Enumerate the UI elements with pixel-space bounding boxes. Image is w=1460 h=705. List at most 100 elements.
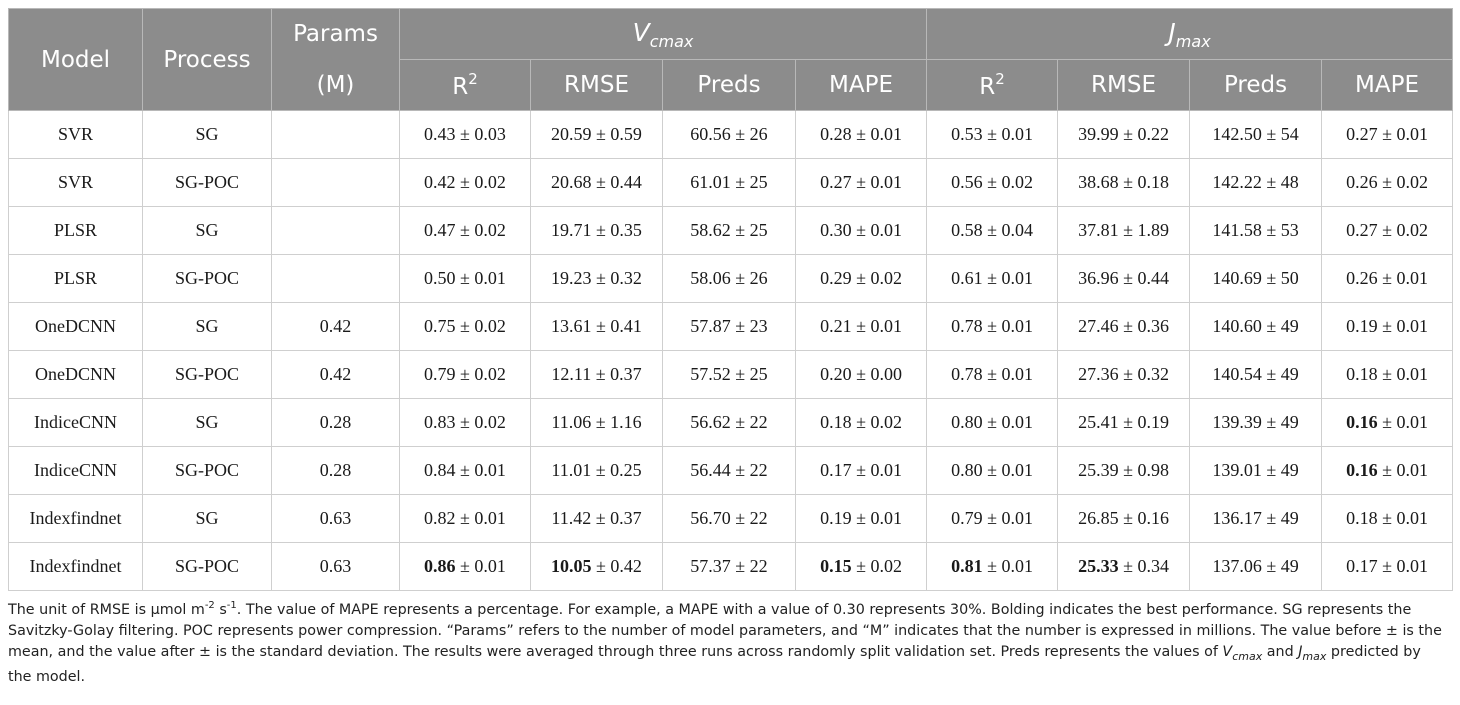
best-value: 0.15 [820,556,852,576]
metric-value: 136.17 ± 49 [1212,508,1299,528]
model-cell: PLSR [8,254,143,303]
metric-value: 0.19 ± 0.01 [820,508,902,528]
metric-cell: 61.01 ± 25 [662,158,796,207]
metric-cell: 0.84 ± 0.01 [399,446,531,495]
metric-cell: 39.99 ± 0.22 [1057,110,1191,159]
metric-value: 0.26 ± 0.02 [1346,172,1428,192]
metric-cell: 0.80 ± 0.01 [926,446,1059,495]
table-row: OneDCNN SG-POC 0.42 0.79 ± 0.02 12.11 ± 0.37… [8,350,1454,399]
metric-cell: 0.78 ± 0.01 [926,302,1059,351]
metric-cell: 27.46 ± 0.36 [1057,302,1191,351]
caption-jmax-symbol: J [1298,643,1303,660]
process-cell: SG [142,110,272,159]
metric-value: ± 0.01 [1377,460,1428,480]
metric-value: 56.62 ± 22 [690,412,768,432]
metric-value: 0.61 ± 0.01 [951,268,1033,288]
metric-value: 0.30 ± 0.01 [820,220,902,240]
metric-value: 0.58 ± 0.04 [951,220,1033,240]
metric-cell: 0.80 ± 0.01 [926,398,1059,447]
metric-cell: 58.62 ± 25 [662,206,796,255]
caption-text: and [1262,643,1299,660]
best-value: 25.33 [1078,556,1119,576]
metric-value: 58.06 ± 26 [690,268,768,288]
metric-value: 13.61 ± 0.41 [551,316,642,336]
header-vcmax-rmse: RMSE [530,59,663,111]
process-cell: SG-POC [142,446,272,495]
caption-jmax-subscript: max [1302,649,1327,663]
header-jmax-rmse: RMSE [1057,59,1191,111]
table-row: IndiceCNN SG 0.28 0.83 ± 0.02 11.06 ± 1.16 56… [8,398,1454,447]
model-cell: IndiceCNN [8,446,143,495]
metric-value: 27.36 ± 0.32 [1078,364,1169,384]
metric-cell: 0.26 ± 0.01 [1321,254,1454,303]
metric-cell: 0.50 ± 0.01 [399,254,531,303]
metric-cell: 0.58 ± 0.04 [926,206,1059,255]
metric-cell: 13.61 ± 0.41 [530,302,663,351]
caption-sup: -2 [204,600,215,611]
metric-value: ± 0.42 [591,556,642,576]
metric-value: 0.17 ± 0.01 [1346,556,1428,576]
header-params: Params [271,8,400,60]
process-cell: SG-POC [142,350,272,399]
metric-cell: 0.81 ± 0.01 [926,542,1059,591]
metric-cell: 0.53 ± 0.01 [926,110,1059,159]
metric-cell: 140.54 ± 49 [1189,350,1323,399]
metric-cell: 0.29 ± 0.02 [794,254,928,303]
metric-cell: 0.19 ± 0.01 [794,494,928,543]
header-jmax-r2: R2 [926,59,1059,111]
metric-value: 0.80 ± 0.01 [951,412,1033,432]
metric-value: 0.79 ± 0.02 [424,364,506,384]
params-cell: 0.63 [271,494,400,543]
metric-value: 0.18 ± 0.01 [1346,508,1428,528]
metric-cell: 0.20 ± 0.00 [794,350,928,399]
metric-value: 0.27 ± 0.02 [1346,220,1428,240]
metric-cell: 0.19 ± 0.01 [1321,302,1454,351]
table-header: Model Process Params Vcmax Jmax (M) R2 R… [8,8,1454,111]
metric-value: 12.11 ± 0.37 [551,364,642,384]
caption-sup: -1 [226,600,237,611]
metric-value: 27.46 ± 0.36 [1078,316,1169,336]
model-cell: PLSR [8,206,143,255]
params-cell: 0.63 [271,542,400,591]
metric-cell: 0.27 ± 0.01 [794,158,928,207]
metric-value: 60.56 ± 26 [690,124,768,144]
metric-value: 0.79 ± 0.01 [951,508,1033,528]
model-cell: SVR [8,158,143,207]
metric-cell: 140.69 ± 50 [1189,254,1323,303]
metric-value: ± 0.01 [455,556,506,576]
metric-value: 0.56 ± 0.02 [951,172,1033,192]
best-value: 0.86 [424,556,456,576]
metric-value: 0.50 ± 0.01 [424,268,506,288]
process-cell: SG [142,206,272,255]
caption-vcmax-symbol: V [1222,643,1233,660]
metric-cell: 57.37 ± 22 [662,542,796,591]
metric-value: 139.39 ± 49 [1212,412,1299,432]
metric-value: 0.20 ± 0.00 [820,364,902,384]
metric-value: 36.96 ± 0.44 [1078,268,1169,288]
metric-value: 39.99 ± 0.22 [1078,124,1169,144]
table-row: PLSR SG-POC 0.50 ± 0.01 19.23 ± 0.32 58.06 ±… [8,254,1454,303]
metric-value: 57.52 ± 25 [690,364,768,384]
metric-cell: 11.06 ± 1.16 [530,398,663,447]
process-cell: SG-POC [142,542,272,591]
metric-value: 0.83 ± 0.02 [424,412,506,432]
metric-cell: 0.28 ± 0.01 [794,110,928,159]
params-cell: 0.42 [271,350,400,399]
metric-cell: 58.06 ± 26 [662,254,796,303]
model-cell: IndiceCNN [8,398,143,447]
params-cell [271,110,400,159]
metric-value: 0.26 ± 0.01 [1346,268,1428,288]
metric-value: 20.59 ± 0.59 [551,124,642,144]
metric-value: 0.42 ± 0.02 [424,172,506,192]
metric-value: 61.01 ± 25 [690,172,768,192]
metric-value: 38.68 ± 0.18 [1078,172,1169,192]
best-value: 0.16 [1346,460,1378,480]
metric-value: 140.54 ± 49 [1212,364,1299,384]
metric-cell: 0.83 ± 0.02 [399,398,531,447]
metric-value: 11.06 ± 1.16 [551,412,642,432]
metric-cell: 11.42 ± 0.37 [530,494,663,543]
metric-value: 0.21 ± 0.01 [820,316,902,336]
params-cell: 0.42 [271,302,400,351]
metric-value: ± 0.34 [1118,556,1169,576]
metric-cell: 142.22 ± 48 [1189,158,1323,207]
